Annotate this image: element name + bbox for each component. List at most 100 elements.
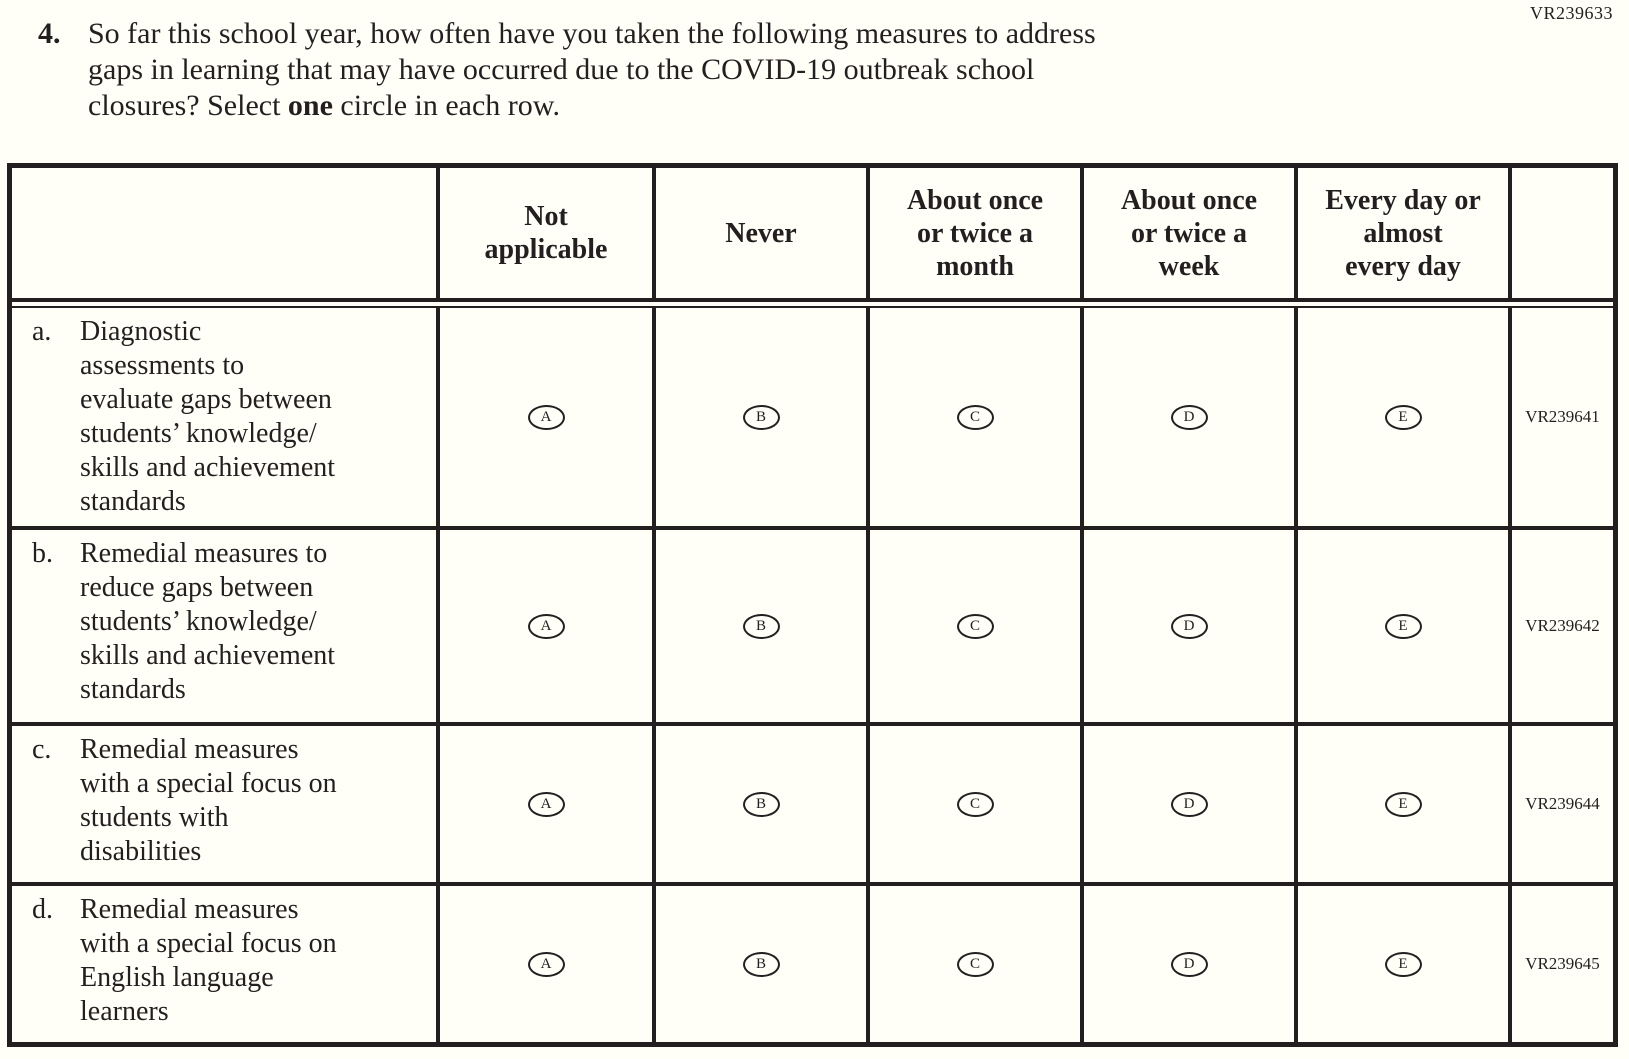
option-cell: E bbox=[1294, 530, 1508, 722]
row-code-text: VR239641 bbox=[1525, 407, 1600, 426]
header-blank-cell bbox=[12, 168, 436, 298]
question-text-line3-pre: closures? Select bbox=[88, 89, 281, 122]
question-text-line3-bold: one bbox=[287, 89, 333, 122]
option-letter: D bbox=[1183, 795, 1195, 812]
option-cell: C bbox=[866, 726, 1080, 882]
row-code: VR239645 bbox=[1508, 886, 1613, 1042]
question-text-line3-post: circle in each row. bbox=[340, 89, 561, 122]
row-letter: b. bbox=[32, 538, 53, 569]
option-cell: A bbox=[436, 886, 652, 1042]
form-code: VR239633 bbox=[1529, 3, 1613, 23]
option-cell: B bbox=[652, 530, 866, 722]
option-letter: B bbox=[755, 617, 766, 634]
option-letter: B bbox=[755, 408, 766, 425]
column-header-once-twice-month: About once or twice a month bbox=[866, 168, 1080, 298]
option-letter: A bbox=[540, 795, 552, 812]
option-bubble-c[interactable]: C bbox=[956, 791, 994, 817]
header-divider bbox=[12, 298, 1613, 308]
option-letter: D bbox=[1183, 617, 1195, 634]
question-text-line1: So far this school year, how often have … bbox=[88, 17, 1096, 50]
row-label: d. Remedial measures with a special focu… bbox=[12, 886, 436, 1042]
option-bubble-e[interactable]: E bbox=[1384, 613, 1422, 639]
option-cell: C bbox=[866, 886, 1080, 1042]
option-cell: C bbox=[866, 308, 1080, 526]
column-header-once-twice-week: About once or twice a week bbox=[1080, 168, 1294, 298]
question-text-line2: gaps in learning that may have occurred … bbox=[88, 53, 1035, 86]
option-bubble-d[interactable]: D bbox=[1170, 951, 1208, 977]
option-cell: A bbox=[436, 530, 652, 722]
option-bubble-b[interactable]: B bbox=[742, 404, 780, 430]
row-code-text: VR239645 bbox=[1525, 954, 1600, 973]
option-cell: A bbox=[436, 726, 652, 882]
option-bubble-c[interactable]: C bbox=[956, 951, 994, 977]
option-bubble-b[interactable]: B bbox=[742, 791, 780, 817]
row-code-text: VR239642 bbox=[1525, 616, 1600, 635]
option-cell: E bbox=[1294, 308, 1508, 526]
option-letter: C bbox=[969, 617, 980, 634]
question-number: 4. bbox=[38, 17, 61, 50]
option-cell: E bbox=[1294, 886, 1508, 1042]
row-label-text: Remedial measures with a special focus o… bbox=[80, 894, 337, 1027]
option-bubble-b[interactable]: B bbox=[742, 613, 780, 639]
row-label-text: Diagnostic assessments to evaluate gaps … bbox=[80, 316, 336, 517]
row-letter: a. bbox=[32, 316, 52, 347]
option-letter: D bbox=[1183, 408, 1195, 425]
option-cell: D bbox=[1080, 726, 1294, 882]
column-header-not-applicable: Not applicable bbox=[436, 168, 652, 298]
row-label-text: Remedial measures to reduce gaps between… bbox=[80, 538, 336, 705]
option-cell: D bbox=[1080, 308, 1294, 526]
option-letter: E bbox=[1398, 408, 1408, 425]
option-bubble-c[interactable]: C bbox=[956, 613, 994, 639]
row-code: VR239644 bbox=[1508, 726, 1613, 882]
option-bubble-e[interactable]: E bbox=[1384, 951, 1422, 977]
option-letter: C bbox=[969, 795, 980, 812]
option-letter: E bbox=[1398, 955, 1408, 972]
option-bubble-e[interactable]: E bbox=[1384, 791, 1422, 817]
option-bubble-a[interactable]: A bbox=[527, 404, 565, 430]
option-cell: D bbox=[1080, 886, 1294, 1042]
row-label-text: Remedial measures with a special focus o… bbox=[80, 734, 337, 867]
option-letter: D bbox=[1183, 955, 1195, 972]
option-cell: D bbox=[1080, 530, 1294, 722]
option-letter: C bbox=[969, 408, 980, 425]
option-bubble-a[interactable]: A bbox=[527, 951, 565, 977]
row-code-text: VR239644 bbox=[1525, 794, 1600, 813]
option-bubble-d[interactable]: D bbox=[1170, 613, 1208, 639]
header-row: Not applicable Never About once or twice… bbox=[12, 168, 1613, 298]
table-row-d: d. Remedial measures with a special focu… bbox=[12, 882, 1613, 1042]
option-letter: C bbox=[969, 955, 980, 972]
question-block: 4. So far this school year, how often ha… bbox=[38, 16, 1096, 124]
option-cell: B bbox=[652, 886, 866, 1042]
table-row-c: c. Remedial measures with a special focu… bbox=[12, 722, 1613, 882]
option-cell: E bbox=[1294, 726, 1508, 882]
option-letter: E bbox=[1398, 617, 1408, 634]
option-bubble-d[interactable]: D bbox=[1170, 791, 1208, 817]
option-letter: A bbox=[540, 617, 552, 634]
row-label: b. Remedial measures to reduce gaps betw… bbox=[12, 530, 436, 722]
option-cell: A bbox=[436, 308, 652, 526]
row-label: a. Diagnostic assessments to evaluate ga… bbox=[12, 308, 436, 526]
table-row-b: b. Remedial measures to reduce gaps betw… bbox=[12, 526, 1613, 722]
header-code-cell bbox=[1508, 168, 1613, 298]
option-bubble-b[interactable]: B bbox=[742, 951, 780, 977]
option-cell: B bbox=[652, 726, 866, 882]
option-letter: A bbox=[540, 408, 552, 425]
option-letter: B bbox=[755, 795, 766, 812]
question-text: So far this school year, how often have … bbox=[88, 16, 1096, 124]
option-letter: A bbox=[540, 955, 552, 972]
row-code: VR239642 bbox=[1508, 530, 1613, 722]
option-bubble-a[interactable]: A bbox=[527, 791, 565, 817]
column-header-every-day: Every day or almost every day bbox=[1294, 168, 1508, 298]
table-row-a: a. Diagnostic assessments to evaluate ga… bbox=[12, 308, 1613, 526]
option-bubble-e[interactable]: E bbox=[1384, 404, 1422, 430]
row-letter: c. bbox=[32, 734, 52, 765]
row-letter: d. bbox=[32, 894, 53, 925]
option-bubble-d[interactable]: D bbox=[1170, 404, 1208, 430]
row-code: VR239641 bbox=[1508, 308, 1613, 526]
option-bubble-a[interactable]: A bbox=[527, 613, 565, 639]
response-grid: Not applicable Never About once or twice… bbox=[7, 163, 1618, 1047]
row-label: c. Remedial measures with a special focu… bbox=[12, 726, 436, 882]
option-cell: B bbox=[652, 308, 866, 526]
option-bubble-c[interactable]: C bbox=[956, 404, 994, 430]
column-header-never: Never bbox=[652, 168, 866, 298]
